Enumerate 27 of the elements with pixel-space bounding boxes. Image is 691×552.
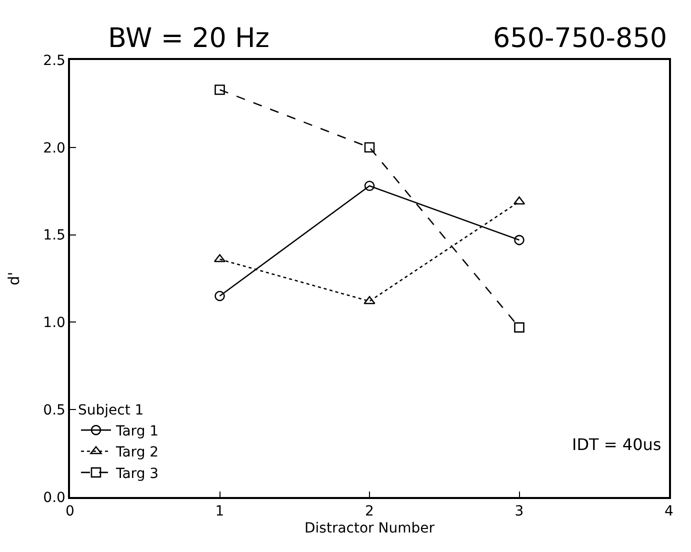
x-tick-label: 1: [215, 504, 224, 520]
point: [364, 296, 376, 304]
y-tick-label: 2.5: [43, 52, 66, 69]
legend-label: Targ 1: [114, 424, 159, 440]
x-tick-label: 3: [514, 504, 524, 520]
point: [514, 234, 524, 246]
legend-label: Targ 2: [114, 444, 159, 461]
y-axis-title: d': [4, 272, 23, 286]
y-tick-label: 1.0: [43, 315, 66, 332]
point: [364, 142, 375, 153]
x-tick-label: 4: [664, 504, 674, 520]
point: [364, 180, 375, 192]
chart-title: BW = 20 Hz: [108, 23, 270, 54]
annotation: IDT = 40us: [572, 435, 662, 454]
y-tick-label: 2.0: [43, 140, 66, 156]
x-tick-label: 0: [66, 504, 74, 520]
chart-subtitle: 650-750-850: [493, 23, 668, 54]
point: [214, 290, 225, 302]
point: [514, 322, 524, 333]
y-tick-label: 0.5: [43, 402, 66, 418]
y-tick-label: 1.5: [43, 228, 66, 244]
point: [214, 84, 225, 95]
legend-title: Subject 1: [78, 402, 144, 418]
x-tick-label: 2: [365, 504, 374, 520]
y-tick-label: 0.0: [43, 490, 66, 506]
legend-label: Targ 3: [114, 466, 159, 482]
x-axis-title: Distractor Number: [304, 520, 435, 536]
